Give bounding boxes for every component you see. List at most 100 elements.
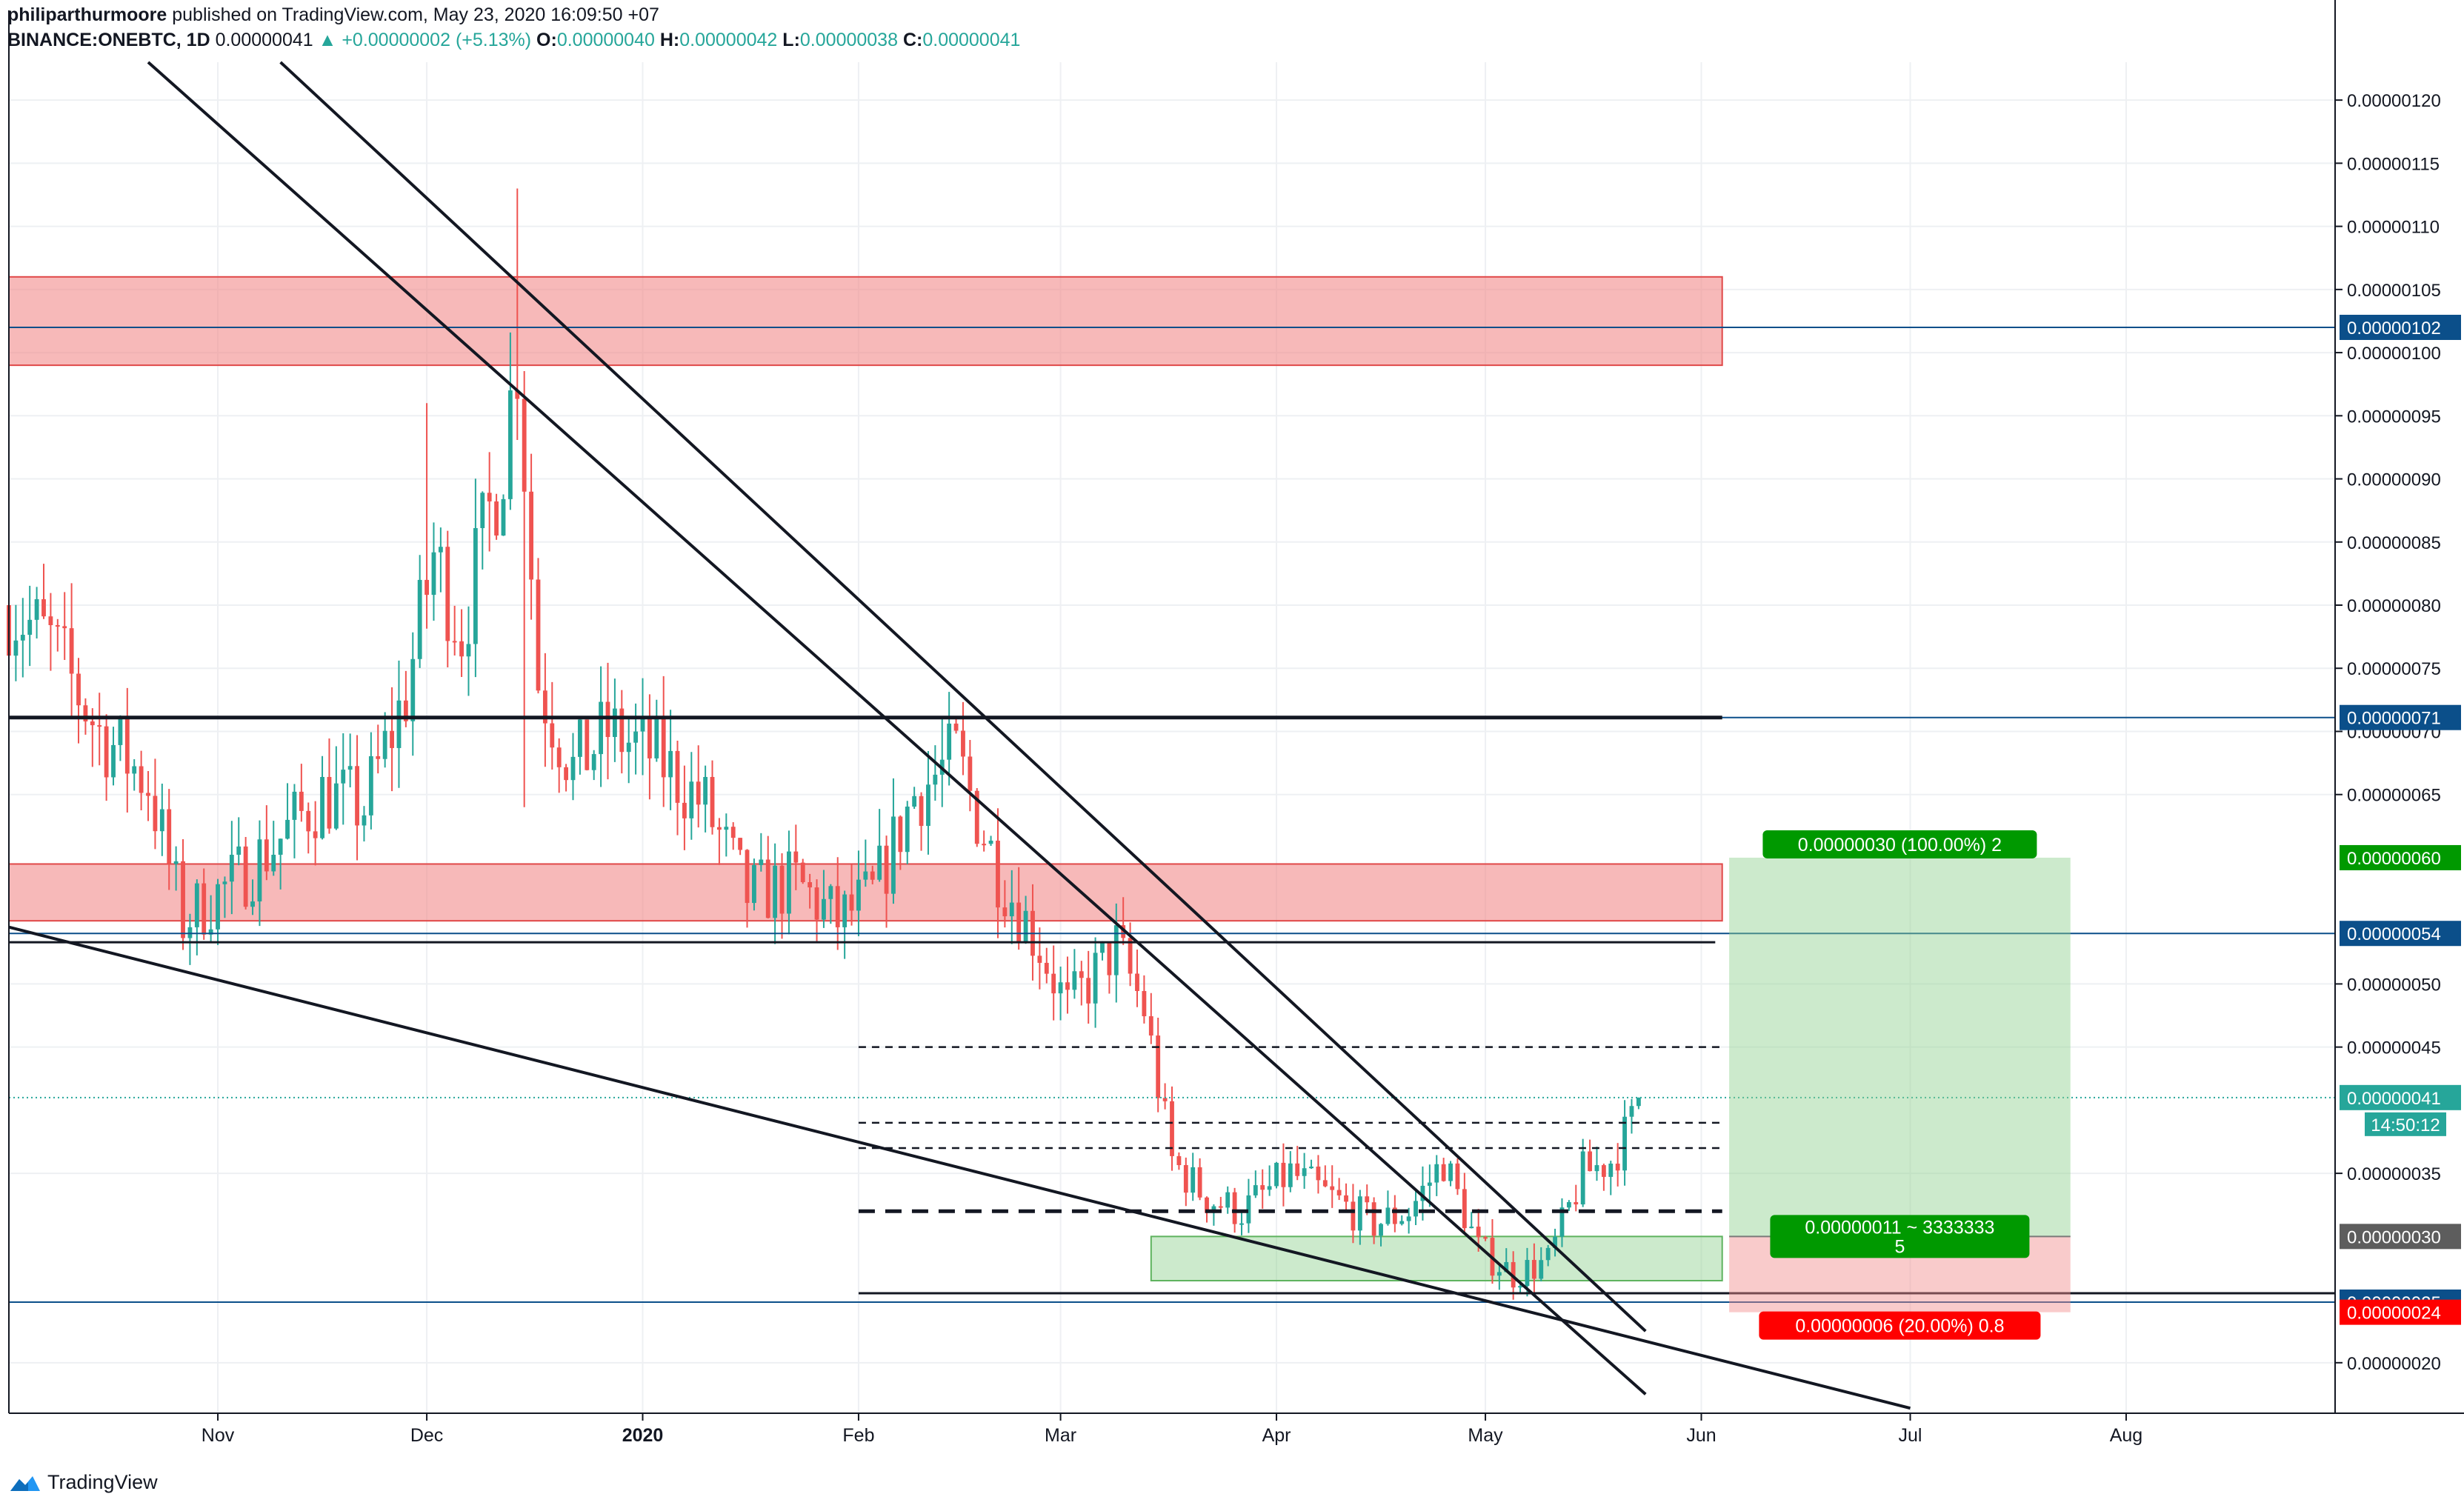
candle-body bbox=[507, 390, 513, 499]
x-tick-label: May bbox=[1468, 1425, 1503, 1446]
candle-body bbox=[181, 861, 185, 938]
candle-body bbox=[1636, 1097, 1641, 1107]
candle-body bbox=[159, 809, 164, 832]
candle-body bbox=[1295, 1163, 1300, 1176]
candle-body bbox=[55, 625, 60, 627]
candle-body bbox=[599, 701, 604, 755]
x-tick-label: Mar bbox=[1045, 1425, 1076, 1446]
candle-body bbox=[1392, 1207, 1397, 1224]
candle-body bbox=[1518, 1286, 1522, 1288]
candle-body bbox=[668, 750, 673, 778]
candle-body bbox=[1525, 1260, 1530, 1287]
price-badge bbox=[2340, 844, 2461, 870]
candle-body bbox=[1566, 1202, 1571, 1208]
y-tick-label: 0.00000075 bbox=[2347, 659, 2441, 679]
candle-body bbox=[1574, 1202, 1579, 1205]
candle-body bbox=[1205, 1197, 1209, 1213]
candle-body bbox=[1162, 1098, 1168, 1101]
candle-body bbox=[974, 790, 979, 844]
y-tick-label: 0.00000110 bbox=[2347, 218, 2440, 238]
y-tick-label: 0.00000105 bbox=[2347, 281, 2441, 301]
candle-body bbox=[139, 766, 144, 793]
tradingview-footer[interactable]: TradingView bbox=[9, 1471, 158, 1494]
candle-body bbox=[1183, 1165, 1188, 1193]
x-tick-label: 2020 bbox=[622, 1425, 664, 1446]
candle-body bbox=[376, 756, 381, 759]
candle-body bbox=[1316, 1167, 1321, 1181]
price-badge bbox=[2340, 704, 2461, 730]
y-tick-label: 0.00000085 bbox=[2347, 533, 2441, 553]
candle-body bbox=[745, 850, 750, 904]
price-badge bbox=[2340, 1299, 2461, 1325]
candle-body bbox=[1469, 1227, 1474, 1229]
author-name[interactable]: philiparthurmoore bbox=[7, 4, 167, 25]
candle-body bbox=[1128, 938, 1133, 974]
candle-body bbox=[765, 859, 770, 918]
price-badge-text: 0.00000060 bbox=[2347, 849, 2441, 869]
candle-body bbox=[327, 776, 332, 829]
candle-body bbox=[1260, 1185, 1265, 1190]
candle-body bbox=[759, 859, 764, 865]
candle-body bbox=[988, 840, 993, 844]
candle-body bbox=[556, 747, 562, 767]
candle-body bbox=[926, 784, 930, 827]
candle-body bbox=[570, 756, 576, 781]
candle-body bbox=[877, 845, 882, 880]
candle-body bbox=[947, 723, 952, 760]
publish-info: philiparthurmoore published on TradingVi… bbox=[7, 4, 659, 26]
y-tick-label: 0.00000100 bbox=[2347, 344, 2441, 364]
candle-body bbox=[884, 845, 889, 894]
candle-body bbox=[1142, 990, 1147, 1017]
candle-body bbox=[612, 708, 617, 738]
candle-body bbox=[619, 708, 625, 753]
candle-body bbox=[849, 894, 854, 911]
candle-body bbox=[487, 493, 492, 501]
x-tick-label: Aug bbox=[2110, 1425, 2142, 1446]
target-label bbox=[1762, 830, 2037, 858]
last-price: 0.00000041 bbox=[215, 30, 313, 50]
candle-body bbox=[577, 719, 582, 757]
candle-body bbox=[1531, 1260, 1536, 1279]
candle-body bbox=[1093, 953, 1098, 1004]
candle-body bbox=[1197, 1167, 1202, 1198]
x-tick-label: Apr bbox=[1262, 1425, 1291, 1446]
candle-body bbox=[585, 719, 590, 770]
long-position-tool[interactable]: 0.00000030 (100.00%) 2 0.00000011 ~ 33333… bbox=[1729, 830, 2071, 1340]
candle-body bbox=[410, 658, 416, 721]
candle-body bbox=[1476, 1227, 1481, 1238]
candle-body bbox=[1629, 1106, 1634, 1117]
candle-body bbox=[208, 929, 213, 935]
candle-body bbox=[473, 528, 478, 644]
candle-body bbox=[1427, 1182, 1432, 1186]
candle-body bbox=[271, 855, 276, 872]
y-tick-label: 0.00000065 bbox=[2347, 786, 2441, 806]
candle-body bbox=[222, 881, 227, 884]
candle-body bbox=[216, 884, 220, 930]
candle-body bbox=[1239, 1223, 1244, 1225]
candle-body bbox=[1496, 1272, 1502, 1276]
candle-body bbox=[417, 579, 422, 659]
candle-body bbox=[41, 598, 46, 617]
candle-body bbox=[390, 730, 394, 748]
trendline bbox=[279, 61, 1647, 1332]
candle-body bbox=[1232, 1192, 1237, 1224]
candle-body bbox=[1448, 1163, 1453, 1181]
y-tick-label: 0.00000035 bbox=[2347, 1164, 2441, 1184]
candle-body bbox=[891, 816, 896, 894]
candle-body bbox=[1365, 1196, 1370, 1203]
candle-body bbox=[1559, 1207, 1565, 1237]
candle-body bbox=[1351, 1201, 1356, 1231]
x-tick-label: Jun bbox=[1686, 1425, 1716, 1446]
candle-body bbox=[856, 879, 861, 911]
candle-body bbox=[306, 810, 311, 832]
x-tick-label: Nov bbox=[202, 1425, 235, 1446]
candle-body bbox=[34, 598, 39, 620]
candle-body bbox=[1016, 902, 1022, 943]
candle-body bbox=[640, 716, 645, 732]
symbol-label[interactable]: BINANCE:ONEBTC, 1D bbox=[7, 30, 210, 50]
candle-body bbox=[1135, 973, 1139, 991]
symbol-info: BINANCE:ONEBTC, 1D 0.00000041 ▲ +0.00000… bbox=[7, 30, 1020, 51]
countdown-badge bbox=[2365, 1112, 2446, 1136]
candle-body bbox=[1601, 1165, 1606, 1177]
